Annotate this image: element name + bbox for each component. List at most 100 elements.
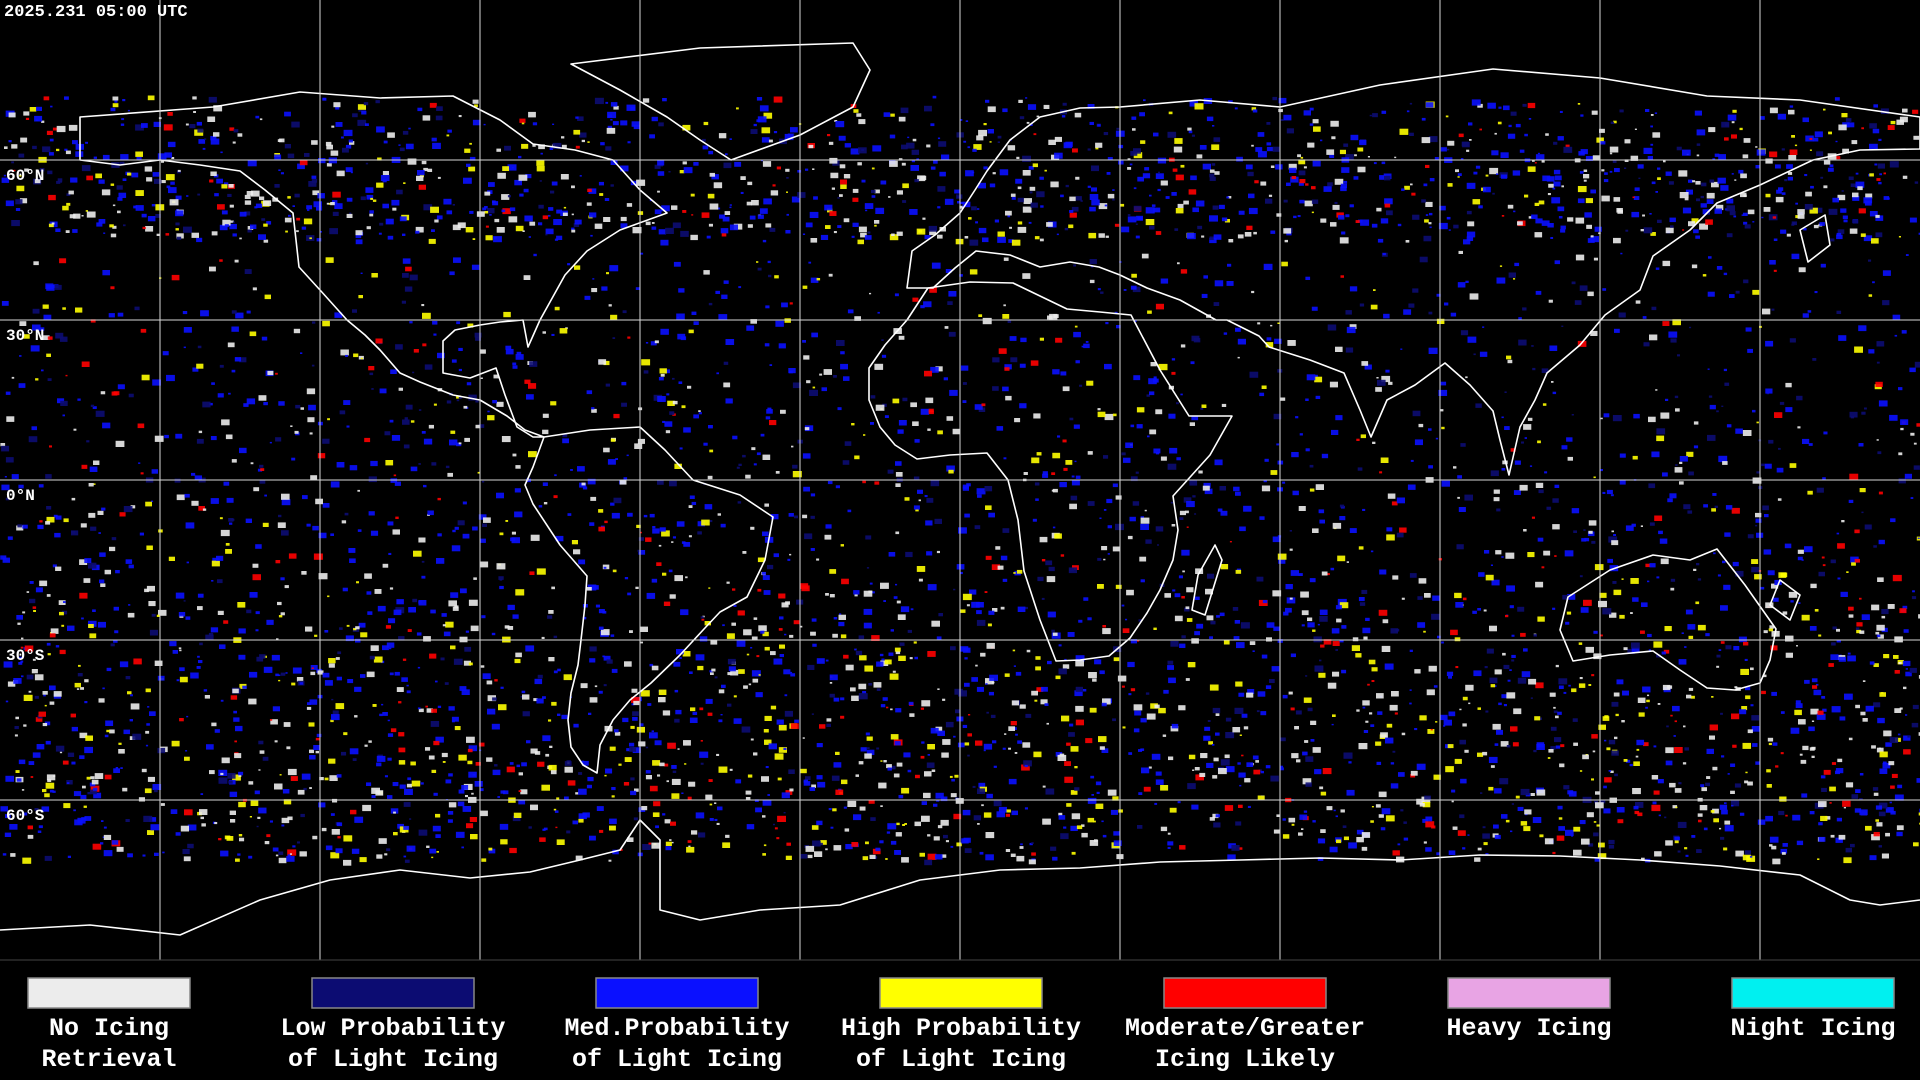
icing-pixel bbox=[145, 226, 154, 232]
icing-pixel bbox=[765, 766, 769, 769]
icing-pixel bbox=[1727, 114, 1737, 121]
icing-pixel bbox=[1860, 233, 1866, 237]
icing-pixel bbox=[32, 308, 40, 314]
icing-pixel bbox=[1818, 836, 1826, 842]
icing-pixel bbox=[620, 223, 628, 229]
icing-pixel bbox=[228, 780, 233, 784]
icing-pixel bbox=[11, 376, 15, 379]
icing-pixel bbox=[1225, 732, 1235, 739]
icing-pixel bbox=[589, 835, 596, 841]
icing-pixel bbox=[1672, 319, 1681, 326]
icing-pixel bbox=[120, 123, 125, 126]
icing-pixel bbox=[1112, 189, 1115, 191]
icing-pixel bbox=[1885, 832, 1890, 837]
icing-pixel bbox=[645, 770, 651, 774]
icing-pixel bbox=[1423, 841, 1427, 844]
icing-pixel bbox=[1882, 761, 1887, 765]
icing-pixel bbox=[876, 688, 881, 691]
icing-pixel bbox=[469, 817, 477, 822]
icing-pixel bbox=[1171, 192, 1177, 196]
icing-pixel bbox=[259, 750, 265, 754]
icing-pixel bbox=[1732, 561, 1739, 567]
icing-pixel bbox=[1591, 110, 1598, 115]
icing-pixel bbox=[98, 698, 105, 703]
icing-pixel bbox=[272, 706, 280, 712]
icing-pixel bbox=[339, 410, 346, 415]
icing-pixel bbox=[1112, 198, 1115, 201]
icing-pixel bbox=[1329, 846, 1338, 853]
icing-pixel bbox=[287, 849, 297, 856]
icing-pixel bbox=[1797, 426, 1801, 429]
icing-pixel bbox=[1477, 847, 1482, 851]
icing-pixel bbox=[1727, 773, 1730, 775]
icing-pixel bbox=[1909, 217, 1917, 223]
icing-pixel bbox=[1469, 139, 1472, 141]
icing-pixel bbox=[1830, 834, 1835, 838]
icing-pixel bbox=[522, 711, 530, 717]
icing-pixel bbox=[1878, 400, 1888, 407]
icing-pixel bbox=[1747, 348, 1753, 353]
icing-pixel bbox=[1674, 788, 1682, 793]
icing-pixel bbox=[1489, 677, 1498, 684]
icing-pixel bbox=[1681, 632, 1684, 634]
icing-pixel bbox=[839, 194, 843, 197]
icing-pixel bbox=[1631, 523, 1636, 527]
icing-pixel bbox=[1745, 771, 1748, 774]
icing-pixel bbox=[1712, 158, 1716, 161]
icing-pixel bbox=[632, 227, 642, 234]
icing-pixel bbox=[1856, 622, 1863, 627]
icing-pixel bbox=[1585, 646, 1594, 653]
icing-pixel bbox=[1682, 149, 1691, 156]
icing-pixel bbox=[1293, 215, 1297, 219]
icing-pixel bbox=[1261, 654, 1268, 659]
icing-pixel bbox=[1894, 794, 1904, 801]
icing-pixel bbox=[928, 225, 937, 232]
icing-pixel bbox=[731, 622, 736, 626]
icing-pixel bbox=[1358, 743, 1368, 750]
icing-pixel bbox=[889, 134, 896, 139]
icing-pixel bbox=[32, 606, 37, 609]
icing-pixel bbox=[217, 204, 225, 210]
icing-pixel bbox=[468, 166, 476, 172]
icing-pixel bbox=[32, 324, 41, 331]
icing-pixel bbox=[1693, 445, 1699, 449]
icing-pixel bbox=[1565, 144, 1570, 148]
icing-pixel bbox=[1790, 727, 1800, 734]
icing-pixel bbox=[875, 404, 885, 411]
icing-pixel bbox=[868, 799, 875, 804]
icing-pixel bbox=[97, 510, 104, 515]
icing-pixel bbox=[1337, 555, 1346, 562]
icing-pixel bbox=[1654, 851, 1662, 857]
icing-pixel bbox=[1820, 263, 1826, 268]
icing-pixel bbox=[582, 812, 590, 818]
icing-pixel bbox=[1682, 207, 1692, 214]
icing-pixel bbox=[257, 468, 263, 472]
icing-pixel bbox=[315, 750, 319, 754]
icing-pixel bbox=[1320, 829, 1326, 833]
icing-pixel bbox=[9, 824, 18, 830]
icing-pixel bbox=[990, 714, 996, 718]
icing-pixel bbox=[1552, 498, 1559, 503]
icing-pixel bbox=[309, 237, 312, 240]
icing-pixel bbox=[1674, 840, 1679, 844]
icing-pixel bbox=[788, 368, 796, 374]
icing-pixel bbox=[1482, 833, 1490, 839]
icing-pixel bbox=[1501, 468, 1506, 471]
icing-pixel bbox=[1640, 229, 1644, 232]
icing-pixel bbox=[512, 815, 521, 822]
icing-pixel bbox=[878, 782, 887, 789]
icing-pixel bbox=[442, 761, 446, 763]
icing-pixel bbox=[1617, 819, 1624, 824]
icing-pixel bbox=[1371, 667, 1378, 672]
icing-pixel bbox=[1375, 741, 1382, 746]
icing-pixel bbox=[322, 438, 330, 444]
icing-pixel bbox=[1894, 670, 1900, 674]
icing-pixel bbox=[204, 138, 207, 140]
icing-pixel bbox=[767, 260, 771, 264]
icing-pixel bbox=[1209, 684, 1219, 691]
icing-pixel bbox=[467, 748, 473, 753]
icing-pixel bbox=[1294, 726, 1299, 730]
icing-pixel bbox=[214, 193, 219, 197]
icing-pixel bbox=[19, 198, 28, 204]
icing-pixel bbox=[898, 116, 906, 122]
